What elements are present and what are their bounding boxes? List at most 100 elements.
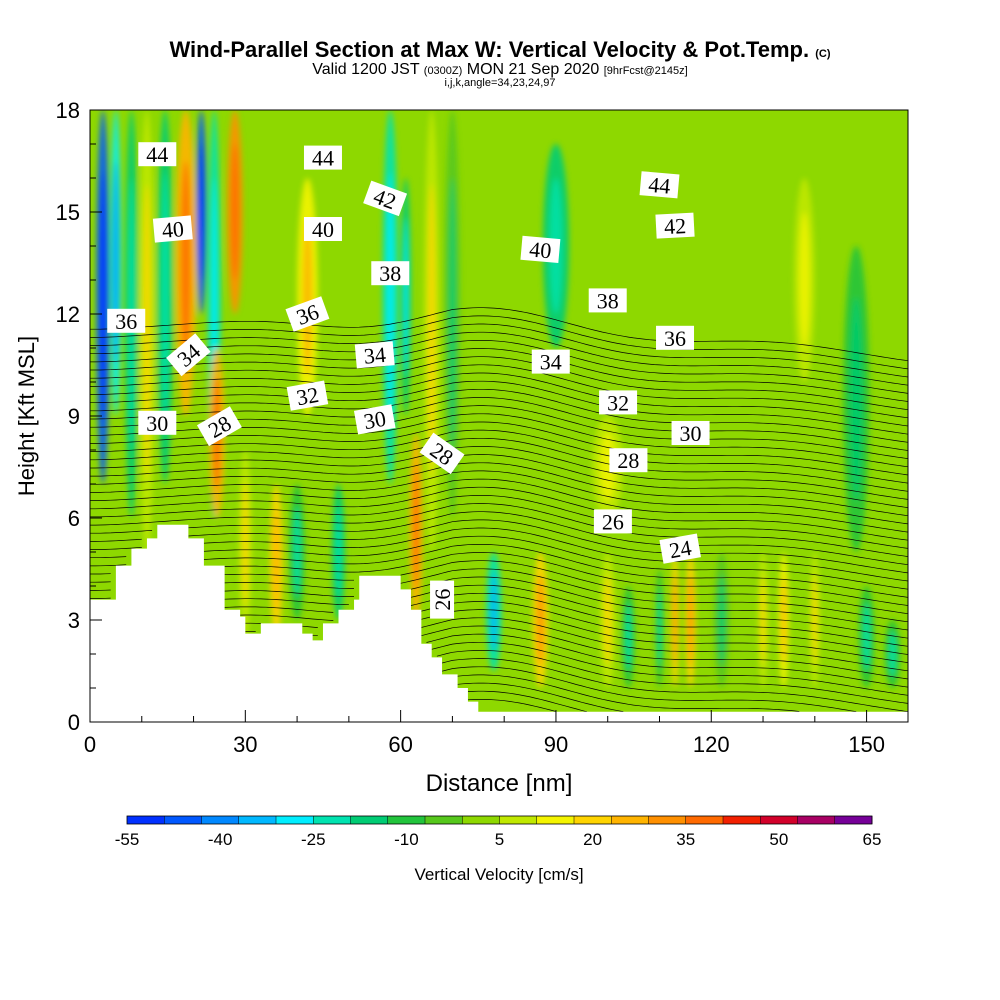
contour-label: 30 — [353, 404, 396, 435]
isentrope-line — [90, 454, 908, 508]
vertical-velocity-core — [180, 161, 191, 365]
colorbar-swatch — [760, 816, 798, 824]
contour-label: 34 — [354, 341, 395, 369]
isentrope-line — [442, 666, 857, 712]
isentrope-line — [224, 552, 908, 606]
y-tick-label: 18 — [56, 98, 80, 123]
contour-label: 44 — [138, 142, 177, 167]
isentrope-line — [457, 674, 800, 712]
colorbar-tick-label: -25 — [301, 830, 326, 849]
contour-label-text: 30 — [146, 411, 168, 436]
x-tick-label: 60 — [388, 732, 412, 757]
y-tick-label: 0 — [68, 710, 80, 735]
contour-label-text: 36 — [115, 309, 137, 334]
contour-label-text: 38 — [379, 261, 401, 286]
vertical-velocity-core — [143, 183, 151, 479]
vertical-velocity-core — [799, 212, 810, 348]
isentrope-line — [203, 544, 908, 598]
contour-label: 36 — [656, 325, 695, 351]
isentrope-line — [90, 380, 908, 435]
contour-label-text: 32 — [607, 390, 629, 415]
y-tick-label: 15 — [56, 200, 80, 225]
contour-label-box — [531, 349, 570, 374]
colorbar-swatch — [834, 816, 873, 824]
isentrope-line — [90, 388, 908, 443]
contour-label: 34 — [531, 349, 570, 375]
vertical-velocity-core — [673, 574, 677, 666]
isentrope-line — [90, 446, 908, 500]
isentrope-line — [421, 625, 908, 680]
isentrope-line — [224, 582, 354, 589]
vertical-velocity-core — [412, 464, 420, 589]
colorbar-tick-label: -10 — [394, 830, 419, 849]
valid-date: MON 21 Sep 2020 — [466, 61, 600, 78]
contour-label: 32 — [286, 380, 329, 411]
contour-label-text: 44 — [647, 172, 671, 199]
colorbar-tick-label: 5 — [495, 830, 504, 849]
terrain-profile — [90, 524, 908, 722]
chart-title: Wind-Parallel Section at Max W: Vertical… — [0, 37, 1000, 63]
contour-label-text: 26 — [602, 509, 624, 534]
contour-label: 40 — [152, 215, 193, 243]
contour-label: 30 — [671, 421, 710, 446]
isentrope-line — [90, 356, 908, 411]
isentrope-line — [188, 519, 908, 574]
colorbar-swatch — [238, 816, 277, 824]
colorbar-tick-label: 50 — [769, 830, 788, 849]
contour-label-box — [655, 212, 695, 239]
colorbar-swatch — [164, 816, 202, 824]
colorbar-swatch — [201, 816, 240, 824]
contour-label-box — [303, 217, 342, 241]
contour-label-text: 32 — [295, 382, 321, 410]
x-tick-label: 120 — [693, 732, 730, 757]
contour-label-box — [138, 142, 177, 167]
colorbar-swatch — [387, 816, 426, 824]
contour-label-box — [371, 261, 410, 286]
vertical-velocity-core — [198, 144, 204, 280]
contour-label-text: 44 — [312, 146, 334, 171]
contour-label: 38 — [588, 288, 627, 313]
vertical-velocity-core — [489, 571, 498, 652]
x-tick-label: 90 — [544, 732, 568, 757]
isentrope-line — [188, 511, 908, 566]
contour-label-box — [656, 325, 695, 350]
contour-label: 42 — [363, 180, 408, 217]
contour-label-box — [419, 432, 465, 475]
y-axis-label: Height [Kft MSL] — [14, 336, 39, 496]
colorbar-swatch — [313, 816, 351, 824]
colorbar-tick-label: 20 — [583, 830, 602, 849]
contour-label: 26 — [593, 509, 632, 534]
valid-time: Valid 1200 JST — [312, 61, 420, 78]
isentrope-line — [436, 650, 908, 704]
contour-label-text: 40 — [528, 236, 552, 263]
contour-label-box — [152, 215, 193, 243]
isentrope-line — [90, 495, 908, 549]
colorbar-swatch — [611, 816, 649, 824]
vertical-velocity-core — [403, 217, 409, 377]
contour-label: 36 — [107, 308, 146, 334]
colorbar-swatch — [499, 816, 538, 824]
isentrope-line — [90, 556, 127, 559]
colorbar: -55 -40 -25 -10 5 20 35 50 65 — [115, 815, 882, 849]
colorbar-tick-label: 35 — [676, 830, 695, 849]
isentrope-line — [442, 658, 908, 712]
colorbar-label: Vertical Velocity [cm/s] — [414, 865, 583, 884]
contour-label-box — [196, 406, 242, 447]
colorbar-tick-label: 65 — [863, 830, 882, 849]
contour-label-box — [285, 296, 330, 332]
contour-label: 30 — [138, 410, 177, 436]
isentrope-line — [90, 331, 908, 386]
contour-label-text: 36 — [664, 326, 686, 351]
isentrope-line — [90, 547, 142, 550]
contour-label-box — [593, 509, 632, 534]
contour-label-text: 34 — [540, 350, 562, 375]
isentrope-line — [90, 323, 908, 378]
vertical-velocity-core — [657, 588, 662, 669]
contour-label: 24 — [659, 533, 701, 564]
isentrope-line — [431, 641, 908, 696]
vertical-velocity-core — [760, 574, 766, 666]
contour-label-box — [363, 180, 408, 217]
contour-label: 32 — [599, 390, 638, 415]
